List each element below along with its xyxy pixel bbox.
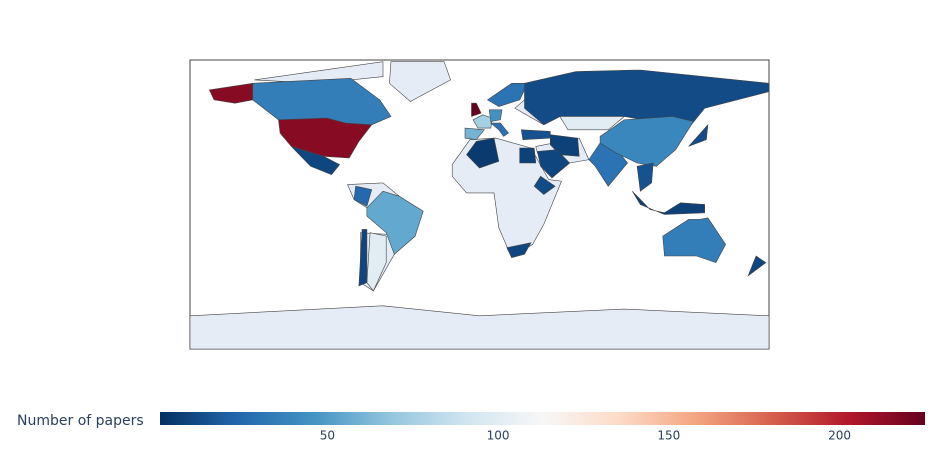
colorbar-tick-label: 100 [487,429,510,443]
country [599,116,694,167]
country [632,190,706,215]
country [358,229,368,287]
country [559,116,626,131]
country [636,162,654,192]
countries [208,69,770,292]
country [533,175,556,195]
country [366,232,387,292]
country [486,83,529,107]
country [662,217,726,263]
colorbar-tick-label: 150 [657,429,680,443]
colorbar [160,412,925,425]
country [489,122,509,137]
country [537,149,571,179]
country [291,146,341,175]
country [466,137,500,169]
country [208,82,253,104]
colorbar-title: Number of papers [17,413,144,429]
country [506,242,532,258]
country [747,255,767,277]
land-shape [189,305,770,350]
country [524,69,770,129]
country [471,102,482,117]
country [520,129,551,141]
country [488,109,503,122]
country [366,190,424,255]
land-shape [389,61,451,102]
country [353,185,373,207]
colorbar-tick-label: 50 [320,429,335,443]
colorbar-tick-label: 200 [828,429,851,443]
country [688,123,709,147]
country [252,77,392,126]
colorbar-ticks: 50 100 150 200 [320,429,851,443]
country [519,147,537,164]
country [464,127,485,141]
